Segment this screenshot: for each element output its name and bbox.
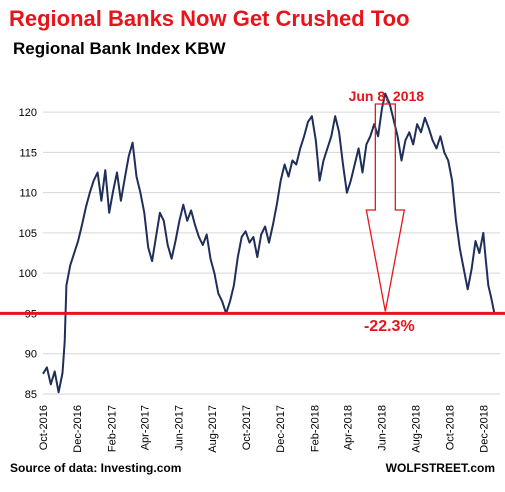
series-line <box>42 92 496 394</box>
y-tick-label: 85 <box>25 389 37 401</box>
annotations: Jun 8, 2018 -22.3% <box>0 88 505 335</box>
x-tick-label: Apr-2017 <box>139 405 151 450</box>
x-tick-label: Oct-2017 <box>241 405 253 450</box>
source-note: Source of data: Investing.com <box>10 461 182 475</box>
x-tick-label: Oct-2018 <box>444 405 456 450</box>
y-tick-label: 110 <box>19 188 37 200</box>
y-tick-label: 100 <box>19 268 37 280</box>
x-tick-label: Oct-2016 <box>38 405 50 450</box>
decline-arrow <box>365 103 406 312</box>
x-tick-label: Jun-2017 <box>173 405 185 451</box>
x-tick-label: Feb-2018 <box>310 405 322 452</box>
y-axis: 859095100105110115120 <box>19 107 37 401</box>
x-tick-label: Dec-2016 <box>72 405 84 453</box>
peak-date-label: Jun 8, 2018 <box>349 88 425 104</box>
x-axis: Oct-2016 Dec-2016 Feb-2017 Apr-2017 Jun-2017… <box>38 405 490 453</box>
chart-title: Regional Banks Now Get Crushed Too <box>9 6 410 31</box>
x-tick-label: Dec-2018 <box>478 405 490 453</box>
grid-lines <box>43 111 500 395</box>
series-group <box>42 92 496 394</box>
x-tick-label: Aug-2018 <box>410 405 422 453</box>
x-tick-label: Jun-2018 <box>376 405 388 451</box>
x-tick-label: Apr-2018 <box>342 405 354 450</box>
y-tick-label: 105 <box>19 228 37 240</box>
y-tick-label: 90 <box>25 349 37 361</box>
x-tick-label: Dec-2017 <box>275 405 287 453</box>
x-tick-label: Aug-2017 <box>207 405 219 453</box>
decline-percent-label: -22.3% <box>364 318 415 335</box>
chart-subtitle: Regional Bank Index KBW <box>13 39 226 58</box>
y-tick-label: 120 <box>19 107 37 119</box>
y-tick-label: 115 <box>19 147 37 159</box>
x-tick-label: Feb-2017 <box>106 405 118 452</box>
brand-label: WOLFSTREET.com <box>385 461 495 475</box>
